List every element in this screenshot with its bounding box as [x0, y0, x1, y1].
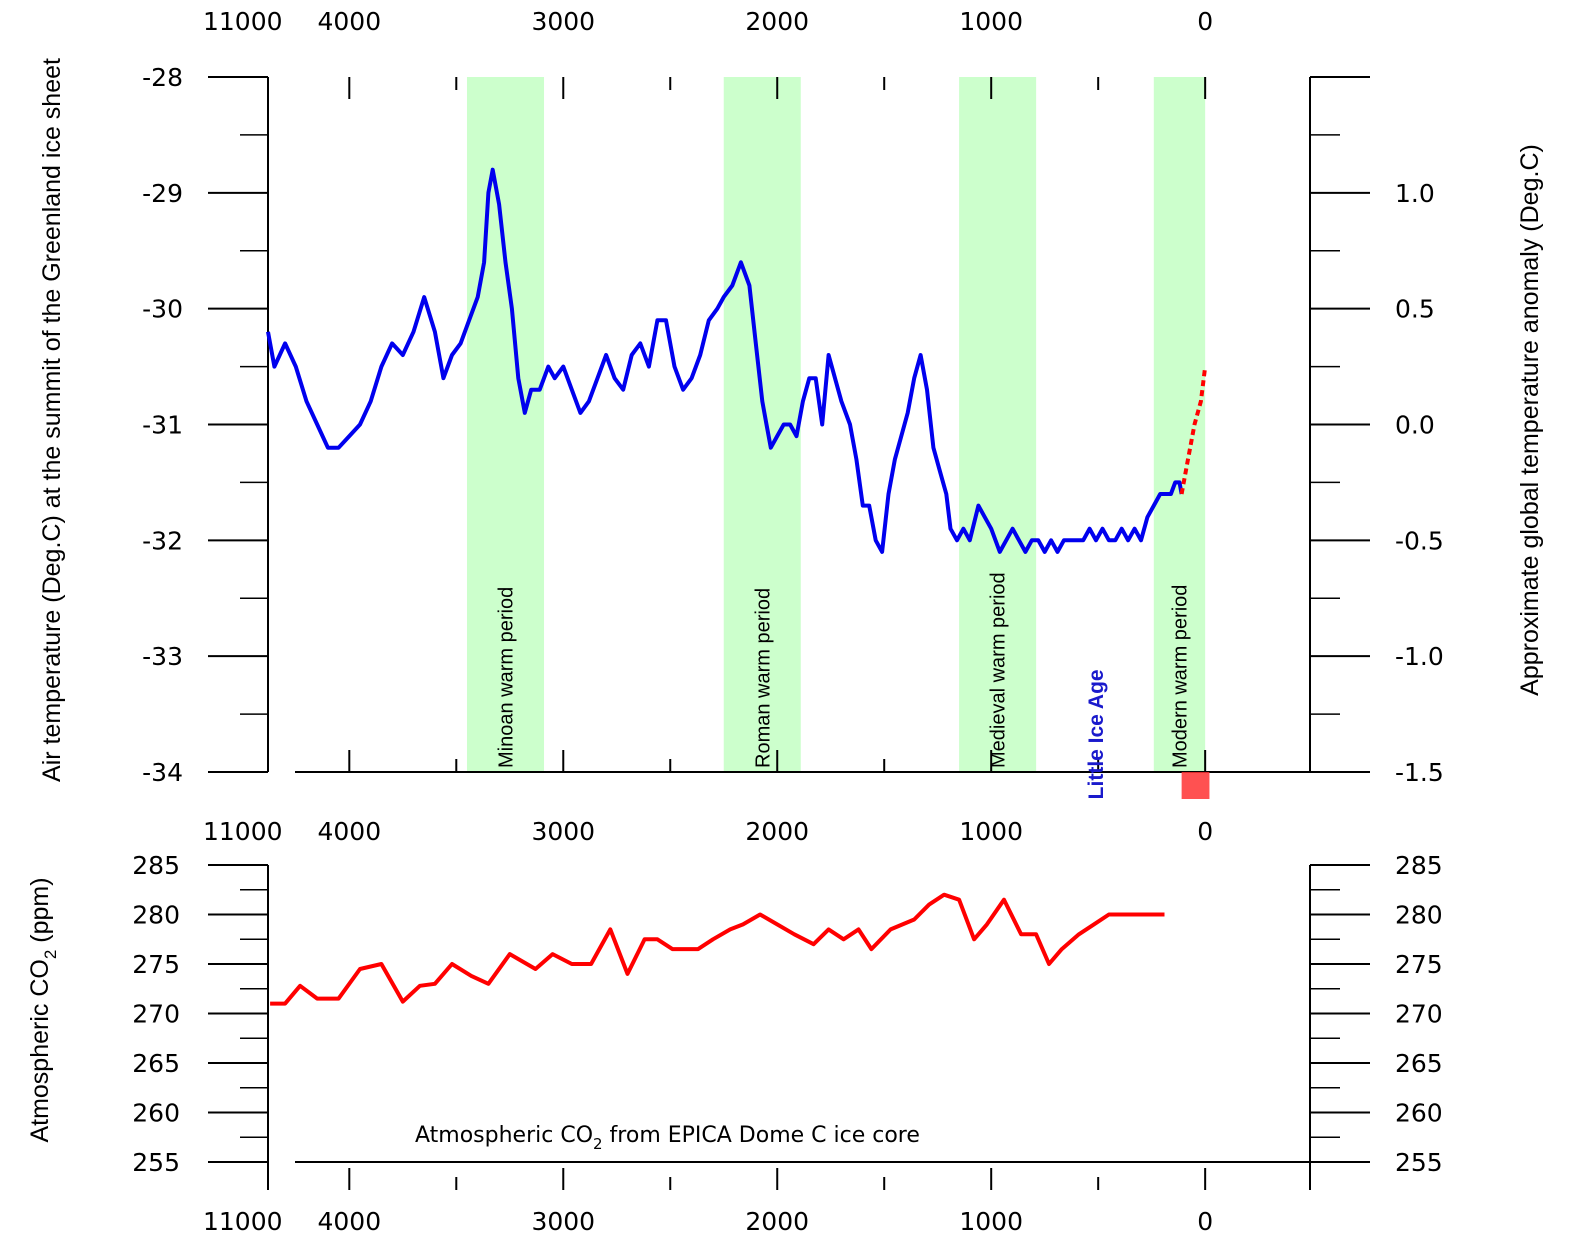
co2-left-ytick-label-1: 280 [132, 901, 180, 930]
right-ytick-label-0: 1.0 [1395, 179, 1435, 208]
left-ytick-label-5: -33 [142, 642, 183, 671]
little-ice-age-label: Little Ice Age [1085, 669, 1108, 799]
top-axis-xlabel-0: 11000 [203, 7, 283, 36]
top-axis-xlabel-4: 1000 [959, 7, 1023, 36]
left-ytick-label-6: -34 [142, 758, 183, 787]
co2-right-ytick-label-0: 285 [1395, 851, 1443, 880]
y-axis-title-co2-tail: (ppm) [26, 877, 54, 949]
warm-band-3 [1153, 77, 1206, 772]
temperature-series [266, 167, 1208, 554]
warm-band-label-2: Medieval warm period [988, 572, 1010, 768]
bottom-axis-xlabel-4: 1000 [959, 1207, 1023, 1236]
co2-annotation-main: Atmospheric CO [415, 1123, 593, 1148]
warm-band-2 [959, 77, 1037, 772]
y-axis-title-left-top: Air temperature (Deg.C) at the summit of… [38, 58, 66, 782]
temperature-line-0 [266, 167, 1184, 554]
top-axis-xlabel-3: 2000 [745, 7, 809, 36]
left-ytick-label-0: -28 [142, 63, 183, 92]
right-ytick-label-2: 0.0 [1395, 411, 1435, 440]
mid-axis-xlabel-0: 11000 [203, 817, 283, 846]
temperature-line-1 [1179, 366, 1208, 495]
mid-axis-xlabel-2: 3000 [531, 817, 595, 846]
mid-axis-xlabel-1: 4000 [317, 817, 381, 846]
warm-band-0 [466, 77, 545, 772]
co2-annotation-sub: 2 [593, 1135, 603, 1153]
co2-left-ytick-label-6: 255 [132, 1148, 180, 1177]
warm-band-label-1: Roman warm period [752, 588, 774, 768]
co2-right-ytick-label-6: 255 [1395, 1148, 1443, 1177]
y-axis-title-co2-sub: 2 [41, 950, 60, 959]
co2-right-ytick-label-5: 260 [1395, 1099, 1443, 1128]
co2-annotation-tail: from EPICA Dome C ice core [603, 1123, 920, 1148]
co2-left-ytick-label-4: 265 [132, 1049, 180, 1078]
bottom-axis-xlabel-2: 3000 [531, 1207, 595, 1236]
bottom-axis-xlabel-3: 2000 [745, 1207, 809, 1236]
co2-left-ytick-label-5: 260 [132, 1099, 180, 1128]
co2-series [270, 892, 1165, 1006]
co2-left-ytick-label-0: 285 [132, 851, 180, 880]
y-axis-title-right-top: Approximate global temperature anomaly (… [1516, 144, 1544, 696]
bottom-axis-xlabel-5: 0 [1197, 1207, 1213, 1236]
warm-period-labels: Minoan warm period Roman warm period Medie… [495, 572, 1191, 768]
left-ytick-label-1: -29 [142, 179, 183, 208]
left-ytick-label-2: -30 [142, 295, 183, 324]
temperature-panel-frame: -28 -29 -30 -31 -32 -33 -34 1.0 0.5 0.0 -0.5 -1.0 -1… [142, 7, 1444, 846]
co2-panel-frame: 285 285 280 280 275 275 270 270 265 265 260 260 255 2… [132, 851, 1442, 1236]
co2-source-annotation: Atmospheric CO2 from EPICA Dome C ice co… [415, 1123, 920, 1153]
top-axis-xlabel-1: 4000 [317, 7, 381, 36]
top-axis-xlabel-2: 3000 [531, 7, 595, 36]
co2-left-ytick-label-3: 270 [132, 1000, 180, 1029]
y-axis-title-co2-main: Atmospheric CO [26, 959, 54, 1142]
co2-right-ytick-label-2: 275 [1395, 950, 1443, 979]
warm-band-label-0: Minoan warm period [495, 587, 517, 768]
mid-axis-xlabel-3: 2000 [745, 817, 809, 846]
right-ytick-label-5: -1.5 [1395, 758, 1444, 787]
left-ytick-label-3: -31 [142, 411, 183, 440]
right-ytick-label-1: 0.5 [1395, 295, 1435, 324]
co2-right-ytick-label-1: 280 [1395, 901, 1443, 930]
warm-period-bands [466, 77, 1206, 772]
bottom-axis-xlabel-1: 4000 [317, 1207, 381, 1236]
warm-band-label-3: Modern warm period [1169, 585, 1191, 768]
y-axis-title-co2: Atmospheric CO2 (ppm) [26, 877, 60, 1142]
mid-axis-xlabel-5: 0 [1197, 817, 1213, 846]
co2-line-0 [270, 892, 1165, 1006]
co2-left-ytick-label-2: 275 [132, 950, 180, 979]
top-axis-xlabel-5: 0 [1197, 7, 1213, 36]
mid-axis-xlabel-4: 1000 [959, 817, 1023, 846]
modern-marker [1181, 772, 1210, 799]
right-ytick-label-4: -1.0 [1395, 642, 1444, 671]
co2-right-ytick-label-3: 270 [1395, 1000, 1443, 1029]
left-ytick-label-4: -32 [142, 526, 183, 555]
bottom-axis-xlabel-0: 11000 [203, 1207, 283, 1236]
co2-right-ytick-label-4: 265 [1395, 1049, 1443, 1078]
right-ytick-label-3: -0.5 [1395, 526, 1444, 555]
